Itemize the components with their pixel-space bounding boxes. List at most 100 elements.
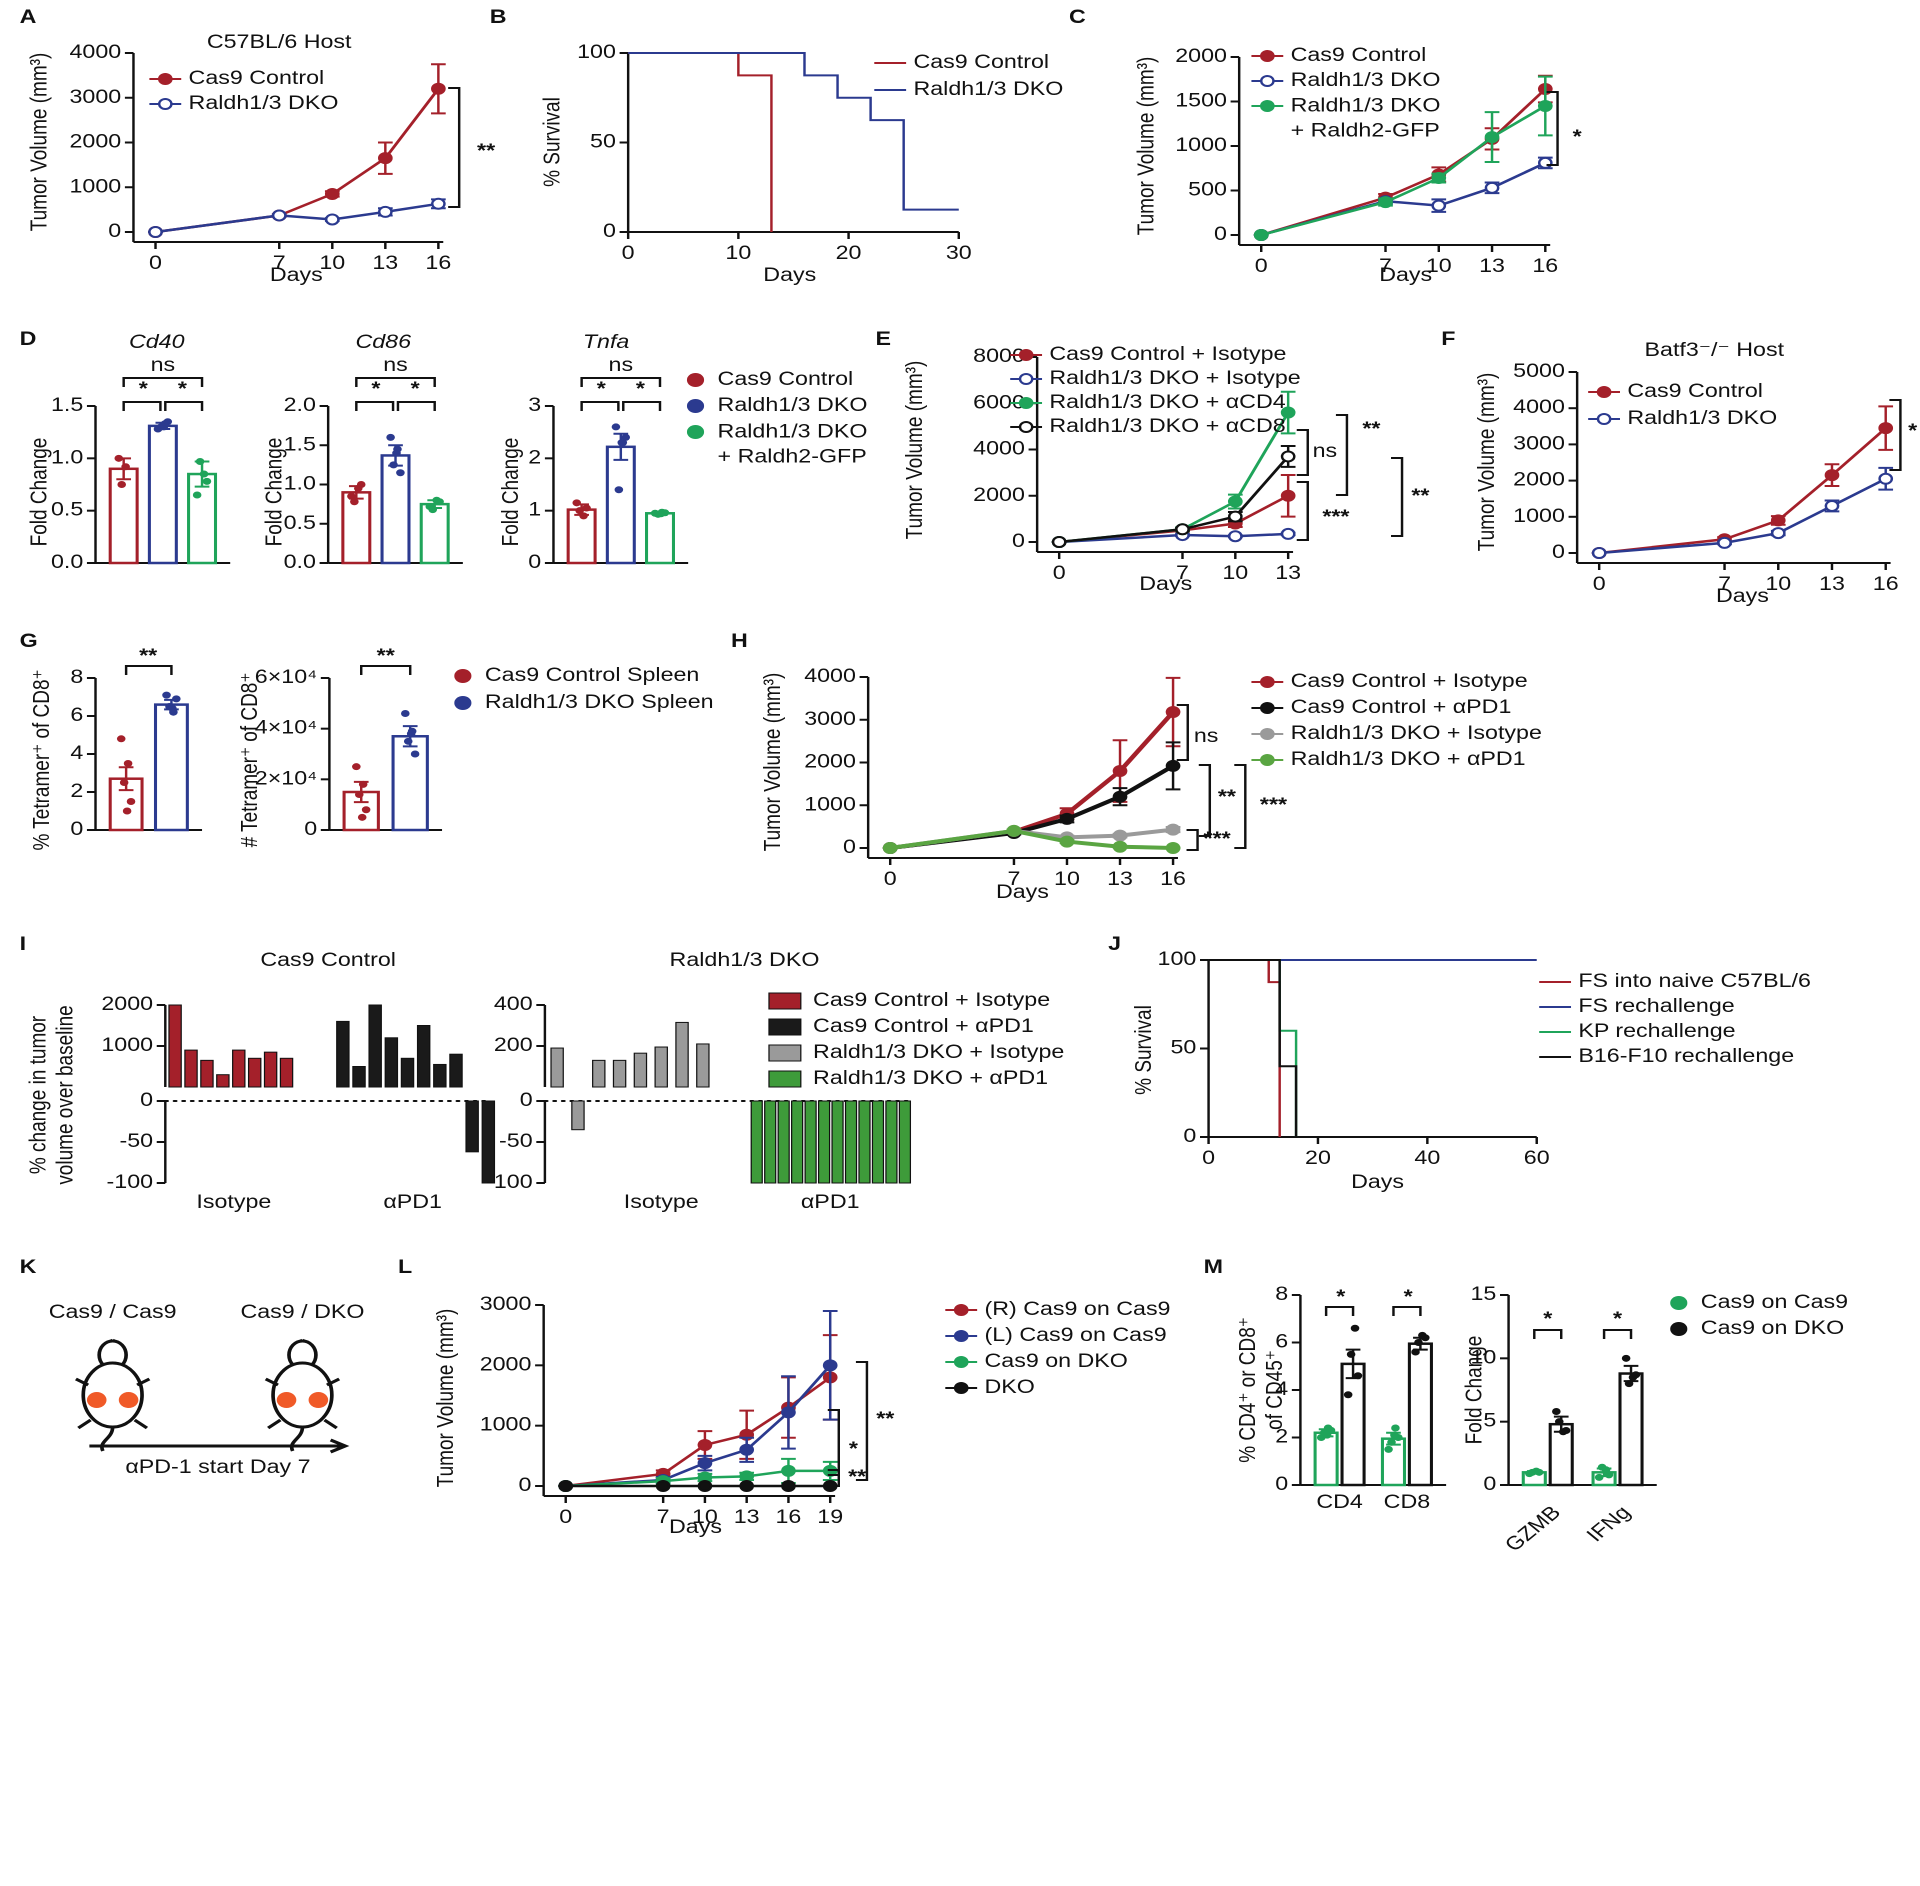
y-tick-label: 8000 [973, 346, 1025, 367]
data-dot [614, 486, 624, 494]
data-point [1112, 765, 1128, 778]
y-tick-label: 0 [1483, 1474, 1496, 1495]
data-point [1537, 156, 1553, 169]
bar [1313, 1431, 1339, 1487]
y-axis-label: of CD45⁺ [1262, 1350, 1287, 1430]
y-tick-label: 50 [1170, 1037, 1196, 1058]
legend-label: Raldh1/3 DKO + αPD1 [1291, 749, 1526, 770]
bar [612, 1059, 627, 1088]
x-tick-label: 10 [1765, 574, 1791, 595]
y-axis-label: % Survival [540, 97, 565, 187]
y-tick-label: 2000 [804, 751, 856, 772]
x-tick-label: CD8 [1384, 1492, 1431, 1513]
significance-bracket [1176, 704, 1189, 761]
data-dot [350, 498, 359, 506]
significance-label: * [1908, 421, 1918, 442]
legend-label: (R) Cas9 on Cas9 [984, 1299, 1170, 1320]
y-tick-label: 6 [70, 705, 83, 726]
significance-label: ** [1218, 787, 1237, 808]
data-point [1227, 530, 1243, 543]
data-point [1227, 510, 1243, 523]
data-point [1431, 172, 1447, 185]
significance-label: ns [1313, 441, 1338, 462]
panel-label: K [20, 1257, 38, 1278]
significance-label: *** [1322, 507, 1350, 528]
legend-label: Cas9 on DKO [984, 1351, 1127, 1372]
y-tick-label: 3000 [480, 1294, 532, 1315]
legend-marker [1670, 1296, 1688, 1310]
bar [481, 1100, 496, 1184]
legend-label: Cas9 Control Spleen [485, 665, 699, 686]
tumor [118, 1392, 139, 1408]
data-dot [1534, 1468, 1544, 1476]
significance-bracket [448, 87, 461, 208]
y-axis-label: % Tetramer⁺ of CD8⁺ [29, 669, 54, 850]
bar [380, 454, 411, 565]
y-tick-label: 2000 [70, 131, 122, 152]
significance-bracket [580, 377, 662, 387]
data-dot [1343, 1391, 1353, 1399]
significance-bracket [1391, 457, 1404, 537]
data-point [1165, 823, 1181, 836]
data-dot [357, 813, 367, 821]
y-tick-label: 100 [1158, 949, 1197, 970]
y-tick-label: 5 [1483, 1411, 1496, 1432]
y-tick-label: 1.5 [51, 395, 83, 416]
x-axis-label: Days [1716, 586, 1769, 607]
data-point [1431, 199, 1447, 212]
significance-label: *** [1204, 829, 1232, 850]
significance-bracket [360, 665, 412, 675]
legend-marker [1260, 676, 1275, 688]
y-tick-label: 2 [528, 447, 541, 468]
y-axis-label: Fold Change [262, 438, 287, 547]
data-dot [162, 691, 171, 699]
data-dot [361, 806, 371, 814]
bar [571, 1100, 585, 1131]
x-tick-label: 30 [946, 243, 972, 264]
bar [200, 1059, 214, 1088]
y-axis-label: Tumor Volume (mm³) [27, 53, 52, 232]
panel-label: E [876, 329, 892, 350]
legend-marker [953, 1382, 969, 1394]
data-dot [428, 506, 438, 514]
data-point [697, 1457, 713, 1470]
data-dot [123, 760, 133, 767]
legend-marker [1260, 75, 1275, 87]
data-dot [1414, 1339, 1423, 1346]
data-dot [126, 798, 136, 805]
significance-label: * [849, 1439, 859, 1460]
limbs [264, 1377, 341, 1452]
data-point [1770, 514, 1786, 527]
survival-curve [1208, 959, 1298, 1137]
legend-marker [1260, 728, 1275, 740]
y-tick-label: 1000 [804, 794, 856, 815]
y-axis-label: Tumor Volume (mm³) [902, 361, 927, 540]
significance-bracket [164, 401, 204, 411]
tumor [276, 1392, 297, 1408]
x-tick-label: 7 [273, 253, 286, 274]
x-tick-label: 13 [1819, 574, 1845, 595]
significance-bracket [580, 401, 620, 411]
data-point [781, 1406, 796, 1419]
significance-label: * [1573, 127, 1583, 148]
data-dot [396, 469, 405, 477]
y-tick-label: 2 [70, 781, 83, 802]
data-dot [1621, 1354, 1631, 1362]
legend-marker [1596, 413, 1612, 425]
chart-title: Raldh1/3 DKO [670, 950, 820, 971]
x-tick-label: 7 [1379, 256, 1392, 277]
y-tick-label: 2000 [973, 485, 1025, 506]
bar [633, 1052, 648, 1088]
data-dot [163, 418, 173, 426]
data-dot [1597, 1463, 1607, 1471]
significance-bracket [855, 1361, 869, 1481]
data-point [1165, 759, 1181, 772]
data-dot [354, 791, 364, 799]
significance-label: * [1404, 1287, 1414, 1308]
legend-label: Raldh1/3 DKO + Isotype [813, 1042, 1064, 1063]
significance-label: * [1336, 1287, 1346, 1308]
x-tick-label: 60 [1524, 1148, 1550, 1169]
bar [696, 1043, 710, 1088]
data-point [1824, 469, 1840, 482]
y-tick-label: 4000 [973, 438, 1025, 459]
